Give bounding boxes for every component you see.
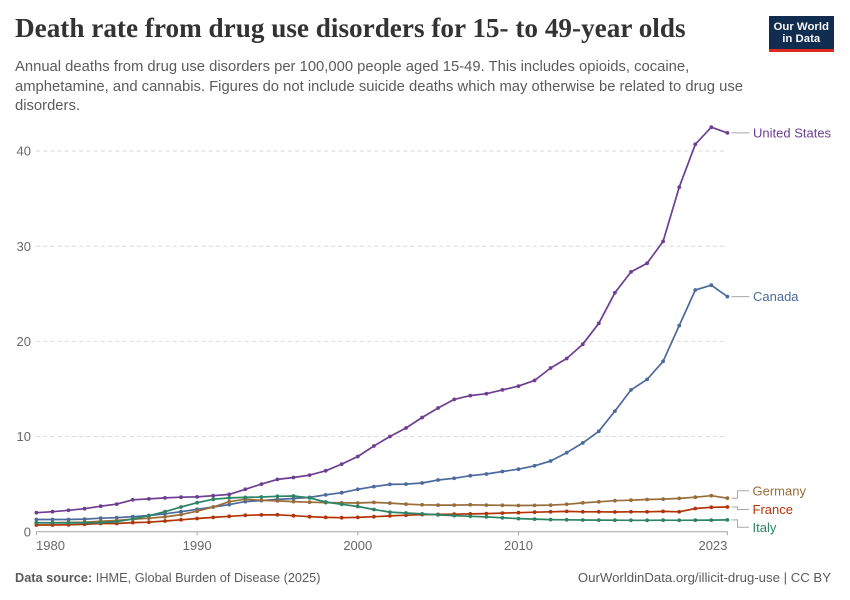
svg-text:1990: 1990 [183,538,212,553]
svg-text:Canada: Canada [753,289,799,304]
svg-text:10: 10 [17,429,31,444]
svg-text:0: 0 [24,524,31,539]
svg-text:2023: 2023 [698,538,727,553]
svg-text:Germany: Germany [753,483,807,498]
svg-text:1980: 1980 [36,538,65,553]
svg-text:40: 40 [17,144,31,159]
svg-text:France: France [753,502,793,517]
svg-text:Italy: Italy [753,520,777,535]
svg-text:20: 20 [17,334,31,349]
svg-text:United States: United States [753,126,832,141]
svg-text:2010: 2010 [504,538,533,553]
svg-text:30: 30 [17,239,31,254]
svg-text:2000: 2000 [343,538,372,553]
